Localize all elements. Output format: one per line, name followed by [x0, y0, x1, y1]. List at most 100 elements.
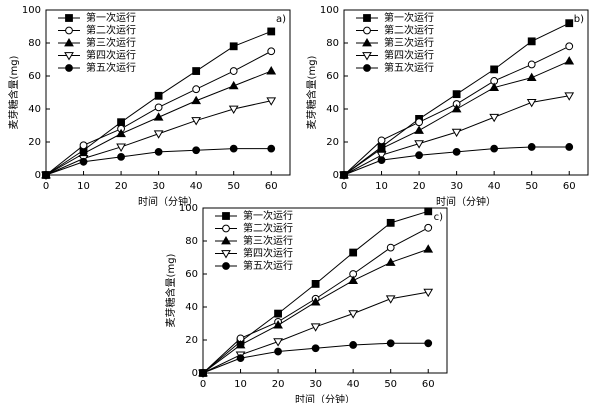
legend-label: 第一次运行: [384, 11, 434, 24]
x-tick-label: 40: [190, 181, 203, 192]
marker: [192, 67, 201, 75]
marker: [267, 144, 276, 153]
marker: [192, 146, 201, 155]
marker: [340, 171, 348, 179]
marker: [64, 38, 74, 47]
legend-label: 第一次运行: [86, 11, 136, 24]
marker: [222, 224, 230, 233]
marker: [414, 125, 424, 134]
legend-label: 第三次运行: [86, 36, 136, 49]
x-axis-label: 时间（分钟）: [436, 195, 496, 208]
legend-label: 第二次运行: [86, 24, 136, 37]
x-tick-label: 40: [347, 379, 360, 390]
marker: [565, 42, 574, 51]
marker: [266, 66, 277, 75]
series-line: [202, 248, 429, 374]
series-line: [343, 60, 570, 176]
marker: [311, 280, 320, 288]
x-tick-label: 30: [450, 181, 463, 192]
marker: [349, 341, 358, 349]
marker: [65, 26, 73, 35]
x-tick-label: 50: [384, 379, 397, 390]
marker: [423, 244, 434, 253]
y-tick-label: 0: [192, 368, 198, 379]
y-tick-label: 20: [326, 137, 339, 148]
marker: [79, 141, 88, 150]
marker: [191, 95, 202, 105]
series-line: [45, 70, 272, 176]
marker: [414, 140, 424, 149]
marker: [527, 37, 536, 46]
marker: [236, 354, 245, 363]
marker: [386, 218, 395, 227]
marker: [64, 52, 74, 61]
x-tick-label: 0: [43, 181, 49, 192]
marker: [117, 152, 125, 161]
x-tick-label: 20: [115, 181, 128, 192]
y-axis-label: 麦芽糖含量(mg): [305, 55, 318, 129]
marker: [490, 144, 499, 153]
marker: [348, 275, 359, 284]
y-tick-label: 40: [185, 302, 198, 313]
marker: [527, 60, 536, 69]
marker: [266, 97, 277, 106]
marker: [117, 118, 125, 127]
y-tick-label: 80: [28, 38, 41, 49]
marker: [116, 143, 126, 152]
marker: [65, 64, 73, 72]
marker: [451, 104, 462, 113]
marker: [235, 339, 246, 349]
y-axis-label: 麦芽糖含量(mg): [164, 253, 177, 327]
panel-label: b): [574, 14, 584, 25]
marker: [526, 72, 537, 82]
marker: [565, 19, 574, 28]
legend-label: 第五次运行: [86, 61, 136, 74]
y-tick-label: 60: [28, 71, 41, 82]
marker: [229, 42, 238, 51]
x-tick-label: 60: [422, 379, 435, 390]
legend-label: 第三次运行: [243, 234, 293, 247]
x-tick-label: 20: [413, 181, 426, 192]
marker: [424, 207, 433, 216]
marker: [42, 171, 50, 179]
marker: [386, 243, 395, 252]
marker: [564, 92, 575, 101]
marker: [191, 117, 202, 126]
marker: [153, 112, 164, 121]
marker: [415, 151, 423, 160]
marker: [154, 91, 163, 100]
x-tick-label: 50: [525, 181, 538, 192]
marker: [311, 344, 320, 353]
marker: [452, 90, 461, 99]
marker: [424, 339, 433, 348]
legend-label: 第一次运行: [243, 209, 293, 222]
marker: [376, 151, 387, 161]
marker: [228, 80, 239, 90]
marker: [489, 113, 500, 123]
marker: [376, 143, 387, 152]
y-tick-label: 40: [326, 104, 339, 115]
y-axis-label: 麦芽糖含量(mg): [7, 55, 20, 129]
marker: [221, 250, 231, 259]
marker: [116, 128, 126, 138]
y-tick-label: 40: [28, 104, 41, 115]
marker: [363, 14, 371, 22]
marker: [490, 65, 499, 74]
y-tick-label: 0: [35, 170, 41, 181]
legend-label: 第二次运行: [243, 222, 293, 235]
legend-label: 第二次运行: [384, 24, 434, 37]
marker: [415, 118, 423, 127]
y-tick-label: 60: [326, 71, 339, 82]
x-tick-label: 30: [152, 181, 165, 192]
marker: [199, 369, 207, 377]
y-tick-label: 100: [320, 5, 339, 16]
marker: [65, 14, 73, 22]
marker: [526, 99, 537, 108]
marker: [362, 38, 372, 47]
y-tick-label: 20: [28, 137, 41, 148]
marker: [527, 143, 536, 151]
legend-label: 第四次运行: [243, 247, 293, 260]
marker: [377, 156, 386, 165]
x-tick-label: 40: [488, 181, 501, 192]
